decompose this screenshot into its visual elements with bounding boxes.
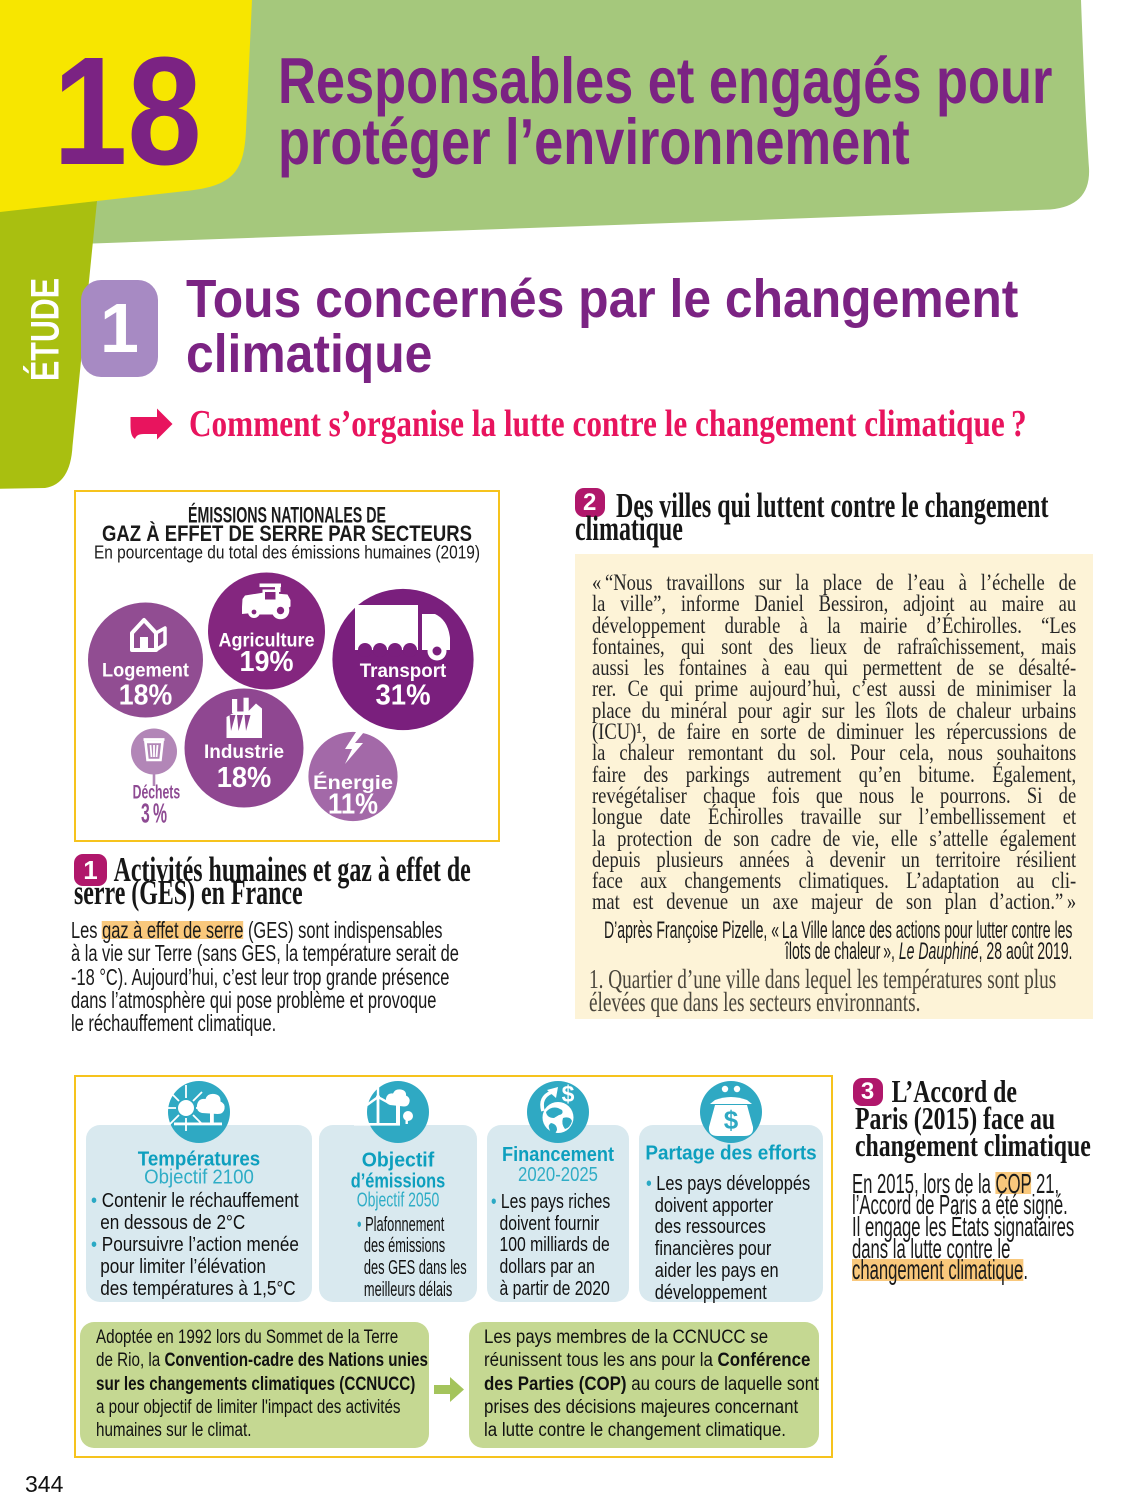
svg-text:Industrie: Industrie [204, 742, 284, 763]
svg-text:Partage des efforts: Partage des efforts [645, 1142, 816, 1165]
svg-text:18%: 18% [119, 679, 173, 711]
svg-text:Déchets: Déchets [133, 783, 181, 804]
svg-text:En pourcentage du total des ém: En pourcentage du total des émissions hu… [94, 542, 480, 563]
svg-text:Financement: Financement [502, 1143, 614, 1166]
svg-text:GAZ À EFFET DE SERRE PAR SECTE: GAZ À EFFET DE SERRE PAR SECTEURS [102, 521, 472, 546]
svg-text:11%: 11% [328, 789, 378, 821]
svg-text:ÉTUDE: ÉTUDE [23, 278, 68, 381]
svg-text:$: $ [562, 1081, 575, 1107]
svg-text:Objectif 2050: Objectif 2050 [357, 1190, 440, 1212]
svg-text:Énergie: Énergie [313, 772, 393, 794]
svg-text:d’émissions: d’émissions [351, 1169, 446, 1192]
svg-text:Températures: Températures [138, 1147, 260, 1170]
svg-text:3 %: 3 % [141, 797, 167, 828]
svg-text:Logement: Logement [102, 660, 190, 681]
svg-text:19%: 19% [240, 646, 294, 678]
svg-text:31%: 31% [376, 679, 431, 711]
svg-text:$: $ [724, 1105, 739, 1135]
svg-text:ÉMISSIONS NATIONALES DE: ÉMISSIONS NATIONALES DE [188, 503, 386, 528]
svg-text:Transport: Transport [360, 661, 447, 682]
svg-text:Objectif: Objectif [362, 1148, 435, 1171]
svg-text:2020-2025: 2020-2025 [518, 1164, 598, 1186]
svg-text:Agriculture: Agriculture [219, 631, 315, 652]
svg-text:Objectif 2100: Objectif 2100 [144, 1167, 254, 1189]
svg-text:18%: 18% [217, 762, 272, 794]
